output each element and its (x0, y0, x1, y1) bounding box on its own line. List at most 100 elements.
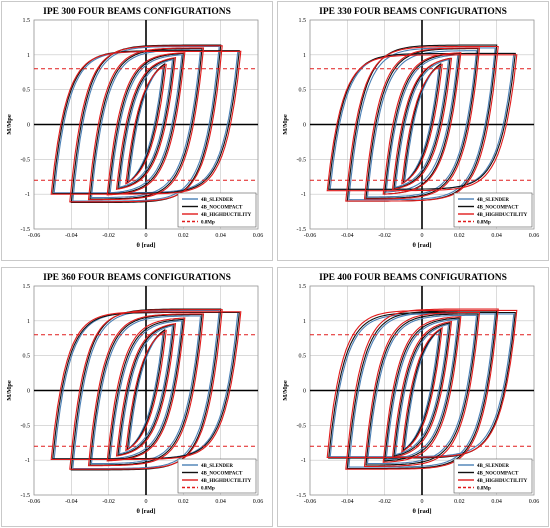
legend-label: 4B_SLENDER (201, 198, 233, 203)
y-tick-label: 1 (27, 53, 30, 59)
y-tick-label: 1 (303, 53, 306, 59)
series-4b-slender-loop (90, 49, 202, 199)
series-4b-highductility-loop (401, 63, 443, 185)
series-4b-highductility-loop (382, 316, 462, 463)
x-tick-label: 0.06 (529, 233, 540, 239)
series-4b-highductility-loop (106, 52, 186, 196)
legend-label: 4B_NOCOMPACT (201, 205, 243, 210)
series-4b-highductility-loop (345, 308, 499, 470)
x-tick-label: -0.02 (102, 499, 115, 505)
legend-label: 4B_NOCOMPACT (201, 471, 243, 476)
series-4b-highductility-loop (391, 320, 453, 459)
series-4b-highductility-loop (69, 309, 223, 470)
legend-label: 4B_NOCOMPACT (477, 205, 519, 210)
x-tick-label: -0.04 (65, 233, 78, 239)
x-tick-label: -0.06 (304, 499, 317, 505)
series-4b-nocompact-loop (126, 328, 166, 451)
y-tick-label: 0.5 (23, 88, 31, 94)
y-tick-label: 0 (27, 389, 30, 395)
x-tick-label: -0.06 (28, 499, 41, 505)
y-tick-label: 0 (303, 389, 306, 395)
series-4b-nocompact-loop (365, 313, 479, 466)
series-4b-highductility-loop (106, 317, 186, 462)
chart-title: IPE 360 FOUR BEAMS CONFIGURATIONS (43, 273, 231, 283)
series-4b-highductility-loop (125, 63, 167, 185)
y-tick-label: -1 (25, 192, 30, 198)
legend-label: 4B_HIGHDUCTILITY (201, 213, 252, 218)
y-tick-label: 1.5 (23, 284, 31, 290)
series-4b-nocompact-loop (108, 52, 184, 195)
x-tick-label: -0.04 (341, 499, 354, 505)
y-tick-label: -1.5 (297, 493, 307, 499)
series-4b-nocompact-loop (393, 322, 451, 457)
chart-panel-4: IPE 400 FOUR BEAMS CONFIGURATIONS -0.06 -0… (277, 267, 549, 527)
y-tick-label: 1 (27, 319, 30, 325)
series-4b-slender-loop (90, 315, 202, 465)
series-4b-slender-loop (394, 58, 450, 188)
series-4b-nocompact-loop (328, 52, 516, 190)
series-4b-slender-loop (109, 54, 183, 194)
legend-label: 4B_SLENDER (477, 464, 509, 469)
y-tick-label: -1.5 (21, 227, 31, 233)
series-4b-highductility-loop (69, 45, 223, 203)
series-4b-highductility-loop (125, 329, 167, 452)
x-tick-label: -0.04 (65, 499, 78, 505)
legend-label: 0.8Mp (201, 220, 215, 225)
x-tick-label: 0.06 (253, 233, 264, 239)
x-tick-label: -0.06 (28, 233, 41, 239)
y-tick-label: -1.5 (297, 227, 307, 233)
series-4b-highductility-loop (115, 322, 177, 457)
y-tick-label: -0.5 (21, 423, 31, 429)
series-4b-highductility-loop (391, 57, 453, 190)
y-tick-label: -1 (25, 458, 30, 464)
y-tick-label: -1 (301, 192, 306, 198)
legend-label: 4B_HIGHDUCTILITY (477, 213, 528, 218)
series-4b-highductility-loop (363, 311, 481, 467)
series-4b-slender-loop (366, 314, 478, 465)
x-tick-label: -0.02 (378, 233, 391, 239)
y-tick-label: 0 (27, 123, 30, 129)
series-4b-nocompact-loop (108, 318, 184, 461)
series-4b-highductility-loop (115, 56, 177, 190)
series-4b-slender-loop (366, 50, 478, 198)
series-4b-nocompact-loop (89, 48, 203, 200)
x-tick-label: -0.04 (341, 233, 354, 239)
series-4b-slender-loop (394, 323, 450, 456)
series-4b-nocompact-loop (346, 310, 498, 470)
legend-label: 4B_SLENDER (201, 464, 233, 469)
chart-panel-1: IPE 300 FOUR BEAMS CONFIGURATIONS -0.06 -0… (1, 1, 273, 261)
x-tick-label: 0 (421, 233, 424, 239)
y-axis-label: M/Mpe (282, 114, 289, 135)
series-4b-highductility-loop (50, 311, 242, 461)
x-tick-label: 0.06 (253, 499, 264, 505)
y-tick-label: 1.5 (299, 284, 307, 290)
legend-label: 4B_SLENDER (477, 198, 509, 203)
x-tick-label: 0 (421, 499, 424, 505)
series-4b-slender-loop (118, 58, 174, 188)
y-tick-label: 0.5 (299, 354, 307, 360)
x-tick-label: 0.02 (178, 233, 189, 239)
series-4b-slender-loop (109, 320, 183, 460)
legend-label: 4B_HIGHDUCTILITY (201, 479, 252, 484)
x-tick-label: -0.02 (102, 233, 115, 239)
legend-label: 4B_NOCOMPACT (477, 471, 519, 476)
x-tick-label: 0.04 (215, 233, 226, 239)
series-4b-nocompact-loop (328, 311, 516, 459)
series-4b-highductility-loop (326, 54, 518, 192)
x-tick-label: 0 (145, 499, 148, 505)
series-4b-slender-loop (72, 309, 220, 470)
series-4b-highductility-loop (401, 326, 443, 453)
y-axis-label: M/Mpe (6, 380, 13, 401)
series-4b-slender-loop (348, 47, 496, 201)
x-tick-label: 0.04 (491, 499, 502, 505)
y-axis-label: M/Mpe (282, 380, 289, 401)
series-4b-highductility-loop (87, 313, 205, 467)
y-tick-label: 0.5 (299, 88, 307, 94)
chart-panel-2: IPE 330 FOUR BEAMS CONFIGURATIONS -0.06 -0… (277, 1, 549, 261)
x-tick-label: -0.02 (378, 499, 391, 505)
x-axis-label: θ [rad] (136, 508, 155, 515)
y-axis-label: M/Mpe (6, 114, 13, 135)
x-axis-label: θ [rad] (412, 242, 431, 249)
x-tick-label: 0.06 (529, 499, 540, 505)
